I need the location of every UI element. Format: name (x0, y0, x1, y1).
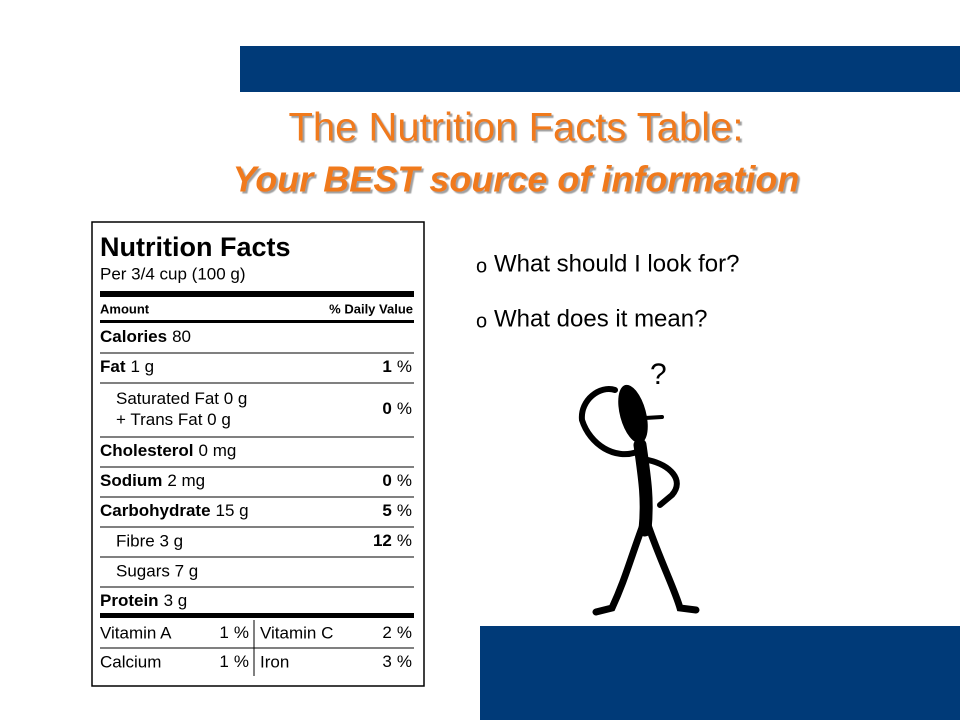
vitamin-dv: 1% (219, 652, 249, 671)
nutrient: Cholesterol 0 mg (100, 441, 236, 460)
sub-nutrient: Sugars 7 g (116, 561, 198, 580)
daily-value: 0% (382, 471, 412, 490)
nutrient-amount: 80 (172, 327, 191, 346)
dv-number: 0 (382, 471, 391, 490)
nutrient: Sodium 2 mg (100, 471, 205, 490)
dv-number: 12 (373, 531, 392, 550)
nutrient-name: Calories (100, 327, 167, 346)
vitamin-name: Iron (260, 652, 289, 671)
nutrient-amount: 15 g (216, 501, 249, 520)
dv-number: 5 (382, 501, 391, 520)
nutrient-name: Cholesterol (100, 441, 194, 460)
nutrient-name: Protein (100, 591, 159, 610)
nutrient-amount: 2 mg (167, 471, 205, 490)
sub-nutrient: Fibre 3 g (116, 531, 183, 550)
dv-number: 2 (382, 623, 391, 642)
label-title: Nutrition Facts (100, 232, 291, 262)
subtitle: Your BEST source of information (233, 159, 800, 200)
vitamin-dv: 3% (382, 652, 412, 671)
daily-value: 0% (382, 399, 412, 418)
dv-number: 1 (219, 623, 228, 642)
dv-unit: % (234, 652, 249, 671)
dv-number: 3 (382, 652, 391, 671)
serving: Per 3/4 cup (100 g) (100, 264, 246, 283)
daily-value: 12% (373, 531, 412, 550)
dv-unit: % (234, 623, 249, 642)
sub-nutrient: Saturated Fat 0 g (116, 389, 247, 408)
dv-unit: % (397, 501, 412, 520)
nutrient: Protein 3 g (100, 591, 187, 610)
nutrient-amount: 3 g (164, 591, 188, 610)
bullet-marker: o (476, 255, 487, 277)
bullet: What does it mean? (494, 305, 707, 332)
dv-unit: % (397, 399, 412, 418)
dv-header: % Daily Value (329, 301, 413, 316)
dv-number: 1 (382, 357, 391, 376)
nutrient-amount: 1 g (131, 357, 155, 376)
vitamin-dv: 1% (219, 623, 249, 642)
dv-unit: % (397, 623, 412, 642)
amount-header: Amount (100, 301, 150, 316)
nutrient: Carbohydrate 15 g (100, 501, 249, 520)
sub-nutrient: + Trans Fat 0 g (116, 410, 231, 429)
dv-unit: % (397, 357, 412, 376)
vitamin-name: Calcium (100, 652, 161, 671)
nutrient-name: Sodium (100, 471, 162, 490)
vitamin-name: Vitamin C (260, 623, 333, 642)
dv-number: 0 (382, 399, 391, 418)
nutrient-amount: 0 mg (199, 441, 237, 460)
daily-value: 1% (382, 357, 412, 376)
nutrient-name: Carbohydrate (100, 501, 211, 520)
rule (100, 291, 414, 297)
dv-unit: % (397, 531, 412, 550)
vitamin-name: Vitamin A (100, 623, 172, 642)
rule (100, 613, 414, 618)
label-border (91, 221, 425, 687)
dv-number: 1 (219, 652, 228, 671)
dv-unit: % (397, 471, 412, 490)
top-bar (240, 46, 960, 92)
bullet-marker: o (476, 310, 487, 332)
nutrient-name: Fat (100, 357, 126, 376)
question-mark: ? (650, 358, 667, 391)
daily-value: 5% (382, 501, 412, 520)
dv-unit: % (397, 652, 412, 671)
rule (100, 320, 414, 323)
nutrient: Fat 1 g (100, 357, 154, 376)
thinking-figure: ? (578, 358, 700, 616)
nutrition-label: Nutrition Facts Per 3/4 cup (100 g) Amou… (91, 221, 425, 687)
bottom-bar (480, 626, 960, 720)
title: The Nutrition Facts Table: (288, 106, 743, 150)
nutrient: Calories 80 (100, 327, 191, 346)
bullet: What should I look for? (494, 250, 739, 277)
vitamin-dv: 2% (382, 623, 412, 642)
